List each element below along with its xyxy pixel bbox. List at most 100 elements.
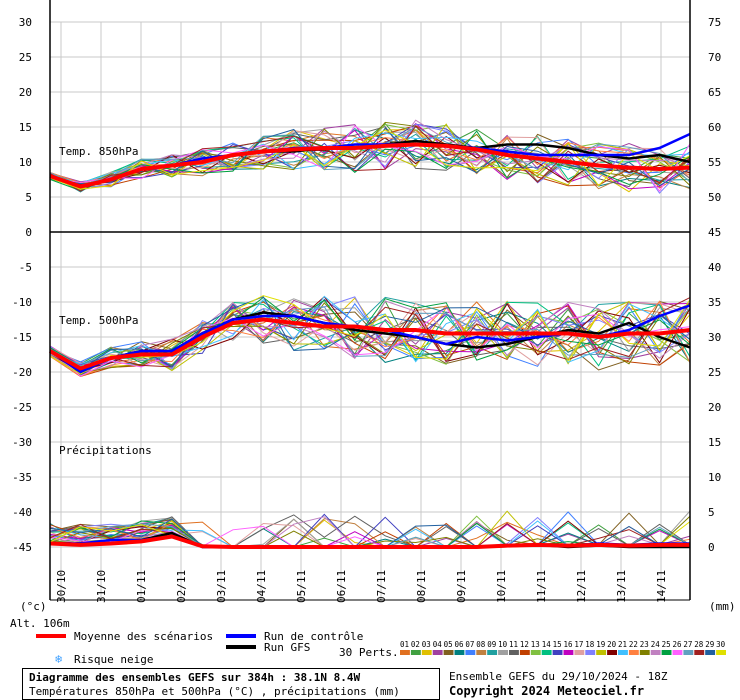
- left-unit-label: (°c): [20, 600, 47, 613]
- pert-swatch: [716, 650, 726, 655]
- x-tick-label: 01/11: [135, 570, 148, 603]
- pert-swatch: [661, 650, 672, 655]
- x-tick-label: 03/11: [215, 570, 228, 603]
- pert-id-label: 21: [618, 640, 627, 649]
- pert-swatch: [519, 650, 530, 655]
- pert-swatch: [650, 650, 661, 655]
- pert-id-label: 30: [716, 640, 726, 649]
- pert-500-line: [49, 295, 691, 371]
- snow-icon: ❄: [55, 652, 62, 666]
- series-precip-mean: [49, 534, 690, 549]
- right-tick-label: 65: [708, 86, 721, 99]
- series-850-mean: [49, 142, 691, 189]
- right-unit-label: (mm): [709, 600, 736, 613]
- pert-id-label: 20: [607, 640, 617, 649]
- right-tick-label: 15: [708, 436, 721, 449]
- pert-id-label: 15: [553, 640, 562, 649]
- panel-label-850: Temp. 850hPa: [59, 145, 138, 158]
- pert-500-line: [49, 306, 691, 377]
- pert-swatch: [585, 650, 596, 655]
- pert-id-label: 29: [705, 640, 714, 649]
- x-tick-label: 12/11: [575, 570, 588, 603]
- plot-background: [50, 22, 690, 600]
- pert-swatch: [443, 650, 454, 655]
- pert-swatch: [465, 650, 476, 655]
- x-tick-label: 31/10: [95, 570, 108, 603]
- pert-swatch: [454, 650, 465, 655]
- right-tick-label: 50: [708, 191, 721, 204]
- pert-swatch: [400, 650, 410, 655]
- pert-swatch: [432, 650, 443, 655]
- pert-swatch: [639, 650, 650, 655]
- pert-precip-line: [49, 514, 691, 548]
- left-tick-label: 15: [19, 121, 32, 134]
- pert-id-label: 19: [596, 640, 605, 649]
- pert-id-label: 04: [433, 640, 443, 649]
- plot-area: [50, 22, 690, 600]
- right-tick-label: 45: [708, 226, 721, 239]
- x-tick-label: 04/11: [255, 570, 268, 603]
- right-tick-label: 70: [708, 51, 721, 64]
- left-tick-label: -35: [12, 471, 32, 484]
- pert-id-label: 03: [422, 640, 431, 649]
- pert-500-line: [49, 296, 691, 371]
- pert-swatch: [410, 650, 421, 655]
- left-tick-label: 20: [19, 86, 32, 99]
- pert-swatch: [421, 650, 432, 655]
- pert-swatch: [487, 650, 498, 655]
- pert-id-label: 18: [585, 640, 595, 649]
- x-tick-label: 09/11: [455, 570, 468, 603]
- pert-500-line: [49, 297, 691, 372]
- left-tick-label: -15: [12, 331, 32, 344]
- title-box: Diagramme des ensembles GEFS sur 384h : …: [22, 668, 440, 700]
- x-tick-label: 14/11: [655, 570, 668, 603]
- x-tick-label: 07/11: [375, 570, 388, 603]
- run-info: Ensemble GEFS du 29/10/2024 - 18Z: [449, 670, 668, 683]
- x-tick-label: 30/10: [55, 570, 68, 603]
- pert-id-label: 16: [564, 640, 574, 649]
- pert-850-line: [49, 136, 691, 184]
- pert-id-label: 23: [640, 640, 649, 649]
- left-tick-label: 30: [19, 16, 32, 29]
- x-tick-label: 13/11: [615, 570, 628, 603]
- pert-id-label: 24: [651, 640, 661, 649]
- right-tick-label: 55: [708, 156, 721, 169]
- legend-mean-label: Moyenne des scénarios: [74, 630, 213, 643]
- main-series-lines: [49, 132, 691, 549]
- right-tick-label: 0: [708, 541, 715, 554]
- series-500-mean: [49, 317, 691, 371]
- right-tick-label: 5: [708, 506, 715, 519]
- pert-id-label: 28: [694, 640, 704, 649]
- chart-subtitle: Températures 850hPa et 500hPa (°C) , pré…: [29, 685, 400, 698]
- right-tick-label: 60: [708, 121, 721, 134]
- perturbations-label: 30 Perts.: [339, 646, 399, 659]
- legend-snow-label: Risque neige: [74, 653, 153, 666]
- pert-swatch: [574, 650, 585, 655]
- pert-swatch: [498, 650, 508, 655]
- pert-id-label: 02: [411, 640, 420, 649]
- left-tick-label: -20: [12, 366, 32, 379]
- left-tick-label: 10: [19, 156, 32, 169]
- left-tick-label: 5: [25, 191, 32, 204]
- pert-id-label: 06: [455, 640, 465, 649]
- left-tick-label: 0: [25, 226, 32, 239]
- left-tick-label: -10: [12, 296, 32, 309]
- right-tick-label: 30: [708, 331, 721, 344]
- x-tick-label: 05/11: [295, 570, 308, 603]
- pert-id-label: 12: [520, 640, 529, 649]
- chart-title: Diagramme des ensembles GEFS sur 384h : …: [29, 671, 361, 684]
- pert-swatch: [694, 650, 705, 655]
- pert-swatch: [552, 650, 563, 655]
- x-tick-label: 02/11: [175, 570, 188, 603]
- pert-swatch: [476, 650, 487, 655]
- ensemble-chart: 302520151050-5-10-15-20-25-30-35-40-4575…: [10, 0, 736, 666]
- pert-id-label: 17: [574, 640, 583, 649]
- pert-swatch: [563, 650, 574, 655]
- pert-id-label: 08: [476, 640, 486, 649]
- pert-swatch: [596, 650, 607, 655]
- panel-label-precip: Précipitations: [59, 444, 152, 457]
- left-tick-label: -30: [12, 436, 32, 449]
- altitude-label: Alt. 106m: [10, 617, 70, 630]
- x-tick-label: 06/11: [335, 570, 348, 603]
- legend-gfs-label: Run GFS: [264, 641, 310, 654]
